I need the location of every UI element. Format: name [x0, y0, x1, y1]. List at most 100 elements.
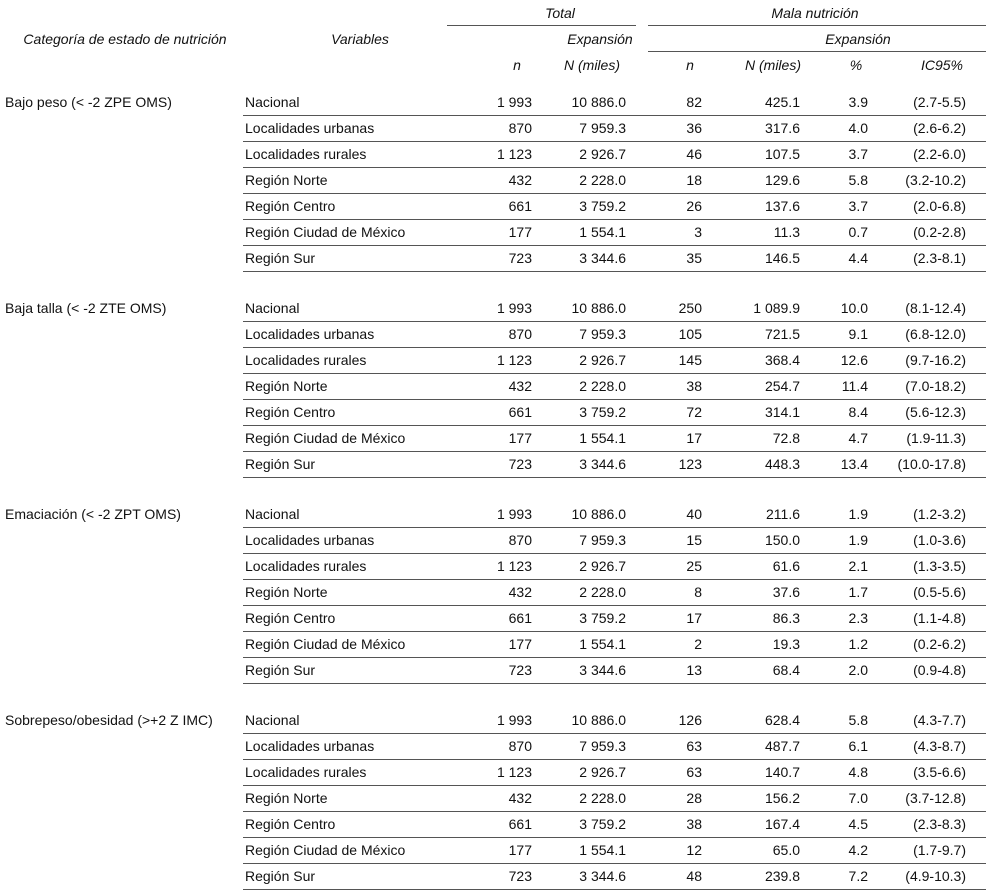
data-cell: 7 959.3 [579, 532, 626, 548]
data-cell: 129.6 [764, 172, 800, 188]
data-cell: 11.4 [841, 378, 868, 394]
category-label: Sobrepeso/obesidad (>+2 Z IMC) [5, 712, 213, 728]
data-cell: (6.8-12.0) [905, 326, 966, 342]
data-cell: 19.3 [772, 636, 800, 652]
data-cell: 432 [508, 584, 532, 600]
data-cell: 5.8 [848, 712, 868, 728]
data-cell: 368.4 [764, 352, 800, 368]
data-cell: 2 228.0 [579, 378, 626, 394]
data-cell: 36 [686, 120, 702, 136]
data-cell: (0.2-6.2) [913, 636, 966, 652]
data-cell: 13.4 [840, 456, 868, 472]
rule [243, 399, 986, 400]
data-cell: (5.6-12.3) [905, 404, 966, 420]
data-cell: 1.7 [848, 584, 868, 600]
data-cell: 250 [678, 300, 702, 316]
data-cell: 7 959.3 [579, 738, 626, 754]
data-cell: (2.3-8.3) [913, 816, 966, 832]
rule [243, 579, 986, 580]
variable-cell: Localidades rurales [245, 764, 367, 780]
variable-cell: Región Sur [245, 250, 316, 266]
data-cell: 448.3 [764, 456, 800, 472]
rule [648, 25, 986, 26]
data-cell: 1 123 [496, 558, 532, 574]
variable-cell: Región Norte [245, 378, 328, 394]
data-cell: 68.4 [772, 662, 800, 678]
data-cell: 661 [508, 198, 532, 214]
rule [243, 863, 986, 864]
data-cell: 123 [678, 456, 702, 472]
rule [243, 553, 986, 554]
rule [648, 51, 986, 52]
data-cell: 3.7 [848, 146, 868, 162]
rule [243, 889, 986, 890]
data-cell: 1.9 [848, 532, 868, 548]
variable-cell: Localidades urbanas [245, 326, 375, 342]
variable-cell: Localidades urbanas [245, 120, 375, 136]
rule [447, 25, 636, 26]
data-cell: 1 993 [496, 94, 532, 110]
data-cell: 3 759.2 [579, 404, 626, 420]
data-cell: (1.0-3.6) [913, 532, 966, 548]
data-cell: (3.7-12.8) [905, 790, 966, 806]
data-cell: 1 123 [496, 764, 532, 780]
data-cell: 870 [508, 532, 532, 548]
data-cell: 9.1 [848, 326, 868, 342]
data-cell: 2 926.7 [579, 764, 626, 780]
data-cell: 38 [686, 816, 702, 832]
data-cell: 61.6 [772, 558, 800, 574]
data-cell: 1.9 [848, 506, 868, 522]
variable-cell: Nacional [245, 506, 300, 522]
data-cell: 63 [686, 764, 702, 780]
data-cell: 661 [508, 816, 532, 832]
data-cell: 4.7 [848, 430, 868, 446]
data-cell: 72 [686, 404, 702, 420]
data-cell: 7 959.3 [579, 326, 626, 342]
data-cell: 12 [686, 842, 702, 858]
data-cell: 254.7 [764, 378, 800, 394]
data-cell: 2 [694, 636, 702, 652]
data-cell: 3 759.2 [579, 610, 626, 626]
data-cell: 26 [686, 198, 702, 214]
rule [243, 733, 986, 734]
rule [243, 477, 986, 478]
data-cell: 40 [686, 506, 702, 522]
data-cell: 126 [678, 712, 702, 728]
variable-cell: Localidades urbanas [245, 738, 375, 754]
data-cell: 432 [508, 790, 532, 806]
data-cell: 723 [508, 250, 532, 266]
variable-cell: Región Ciudad de México [245, 430, 406, 446]
data-cell: 314.1 [764, 404, 800, 420]
data-cell: (1.2-3.2) [913, 506, 966, 522]
data-cell: 86.3 [772, 610, 800, 626]
data-cell: 156.2 [764, 790, 800, 806]
data-cell: 3 344.6 [579, 456, 626, 472]
rule [243, 115, 986, 116]
data-cell: 7.2 [848, 868, 868, 884]
data-cell: 18 [686, 172, 702, 188]
column-header: n [513, 57, 521, 73]
rule [243, 219, 986, 220]
data-cell: 107.5 [764, 146, 800, 162]
variable-cell: Región Centro [245, 610, 336, 626]
data-cell: 105 [678, 326, 702, 342]
variable-cell: Localidades rurales [245, 352, 367, 368]
variable-cell: Región Ciudad de México [245, 842, 406, 858]
data-cell: 4.4 [848, 250, 868, 266]
rule [243, 451, 986, 452]
rule [243, 837, 986, 838]
data-cell: 17 [686, 610, 702, 626]
data-cell: 72.8 [772, 430, 800, 446]
data-cell: 177 [508, 636, 532, 652]
data-cell: 13 [686, 662, 702, 678]
data-cell: 721.5 [764, 326, 800, 342]
header-cell: Mala nutrición [771, 5, 859, 21]
data-cell: (0.5-5.6) [913, 584, 966, 600]
data-cell: 870 [508, 326, 532, 342]
data-cell: 12.6 [840, 352, 868, 368]
rule [243, 321, 986, 322]
data-cell: (10.0-17.8) [897, 456, 966, 472]
data-cell: 46 [686, 146, 702, 162]
data-cell: 145 [678, 352, 702, 368]
